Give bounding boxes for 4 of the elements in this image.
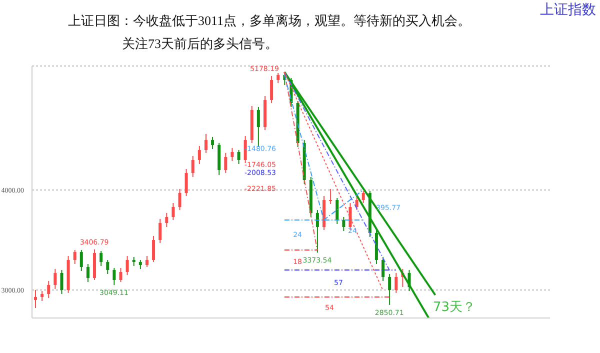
chart-subtitle: 关注73天前后的多头信号。 bbox=[122, 35, 278, 53]
annotation: 73天？ bbox=[433, 300, 476, 316]
text: 上证指数 bbox=[540, 2, 596, 18]
chart-title: 上证日图：今收盘低于3011点，多单离场，观望。等待新的买入机会。 bbox=[68, 12, 471, 30]
